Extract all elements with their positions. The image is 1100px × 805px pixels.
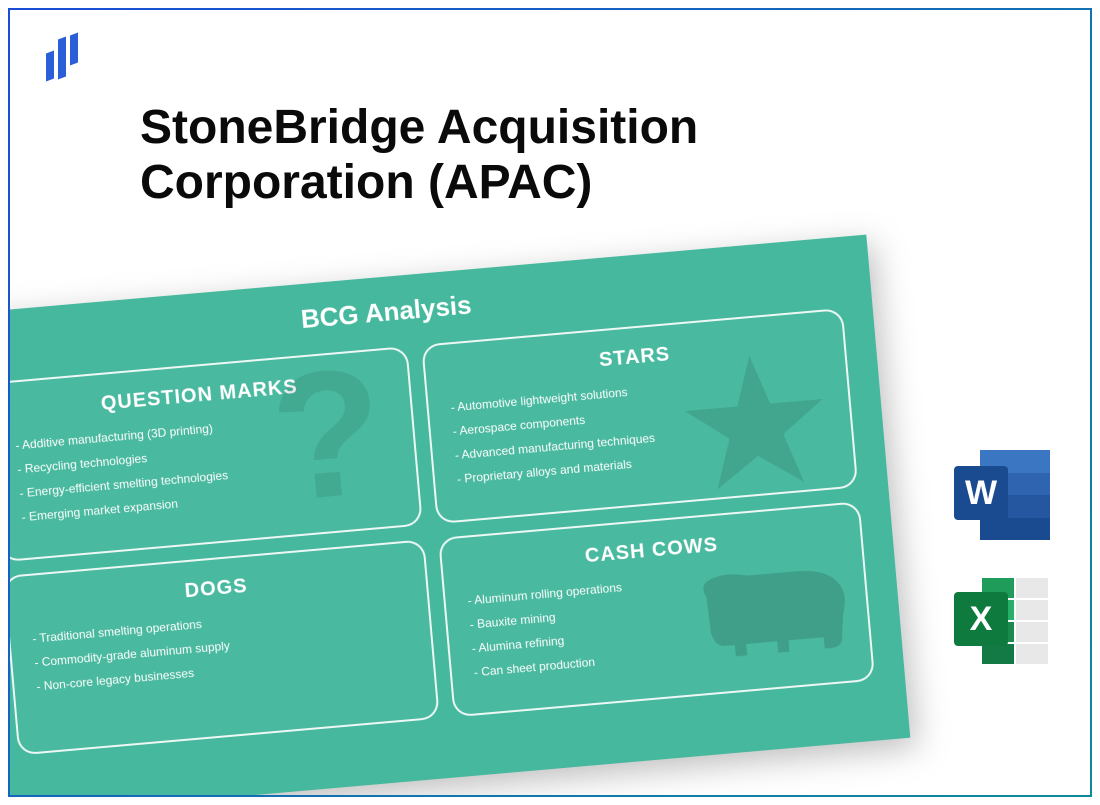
word-letter: W bbox=[954, 466, 1008, 520]
quadrant-items: Additive manufacturing (3D printing) Rec… bbox=[14, 401, 396, 529]
quadrant-question-marks: ? QUESTION MARKS Additive manufacturing … bbox=[8, 346, 423, 562]
quadrant-dogs: DOGS Traditional smelting operations Com… bbox=[8, 539, 440, 755]
brand-logo bbox=[46, 34, 86, 84]
excel-icon[interactable]: X bbox=[954, 576, 1050, 666]
card-frame: StoneBridge Acquisition Corporation (APA… bbox=[8, 8, 1092, 797]
export-icons: W X bbox=[954, 450, 1054, 702]
word-icon[interactable]: W bbox=[954, 450, 1050, 540]
quadrant-stars: STARS Automotive lightweight solutions A… bbox=[421, 308, 858, 524]
page-title: StoneBridge Acquisition Corporation (APA… bbox=[140, 100, 920, 210]
quadrant-cash-cows: CASH COWS Aluminum rolling operations Ba… bbox=[438, 501, 875, 717]
bcg-matrix: BCG Analysis igh Market growth ? QUESTIO… bbox=[8, 235, 910, 797]
cow-icon bbox=[681, 534, 862, 678]
excel-letter: X bbox=[954, 592, 1008, 646]
star-icon bbox=[674, 342, 837, 505]
